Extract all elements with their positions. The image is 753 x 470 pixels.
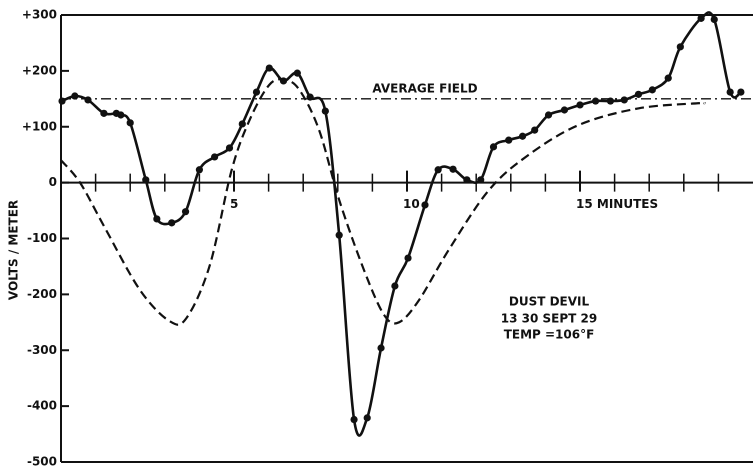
data-point xyxy=(293,69,301,77)
data-point xyxy=(126,119,134,127)
x-tick-label: 15 MINUTES xyxy=(576,197,658,211)
y-tick-label: -400 xyxy=(27,399,57,413)
data-point xyxy=(100,109,108,117)
data-point xyxy=(195,166,203,174)
data-point xyxy=(238,120,246,128)
annotation: TEMP =106°F xyxy=(504,328,595,342)
data-point xyxy=(377,344,385,352)
data-point xyxy=(620,96,628,104)
data-point xyxy=(489,143,498,151)
data-point xyxy=(211,153,219,161)
data-point xyxy=(606,97,615,105)
data-point xyxy=(726,88,734,96)
data-point xyxy=(576,101,584,109)
data-point xyxy=(117,111,125,119)
data-point xyxy=(391,282,399,290)
data-point xyxy=(321,107,329,115)
data-point xyxy=(404,254,412,262)
data-point xyxy=(363,414,371,422)
y-tick-label: 0 xyxy=(49,175,57,189)
y-tick-label: -500 xyxy=(27,455,57,469)
data-point xyxy=(560,106,569,114)
data-point xyxy=(634,90,643,98)
series-line xyxy=(61,11,742,437)
data-point xyxy=(350,415,358,424)
series-line xyxy=(60,78,706,326)
data-point xyxy=(676,43,684,51)
average-field-label: AVERAGE FIELD xyxy=(372,81,477,95)
data-point xyxy=(737,88,745,96)
x-tick-label: 5 xyxy=(230,197,238,211)
data-point xyxy=(421,201,429,209)
data-point xyxy=(648,86,656,94)
data-point xyxy=(306,93,314,101)
annotation: 13 30 SEPT 29 xyxy=(501,312,597,326)
data-point xyxy=(153,215,161,223)
y-tick-label: -200 xyxy=(27,287,57,301)
data-point xyxy=(505,136,513,144)
data-point xyxy=(463,176,471,184)
data-point xyxy=(252,88,261,96)
data-point xyxy=(544,111,553,119)
x-tick-label: 10 xyxy=(403,197,420,211)
y-axis-label: VOLTS / METER xyxy=(7,200,21,300)
data-point xyxy=(531,126,539,134)
data-point xyxy=(477,176,485,184)
data-point xyxy=(58,97,66,105)
data-point xyxy=(84,96,92,104)
data-point xyxy=(71,92,79,100)
data-point xyxy=(181,208,190,216)
y-tick-label: +100 xyxy=(22,119,57,133)
data-point xyxy=(168,219,176,227)
data-point xyxy=(710,15,718,24)
data-point xyxy=(697,14,705,22)
data-point xyxy=(225,144,234,152)
data-point xyxy=(265,64,273,72)
annotation: DUST DEVIL xyxy=(509,295,590,309)
data-point xyxy=(664,74,672,82)
data-point xyxy=(335,231,343,239)
data-point xyxy=(518,132,527,140)
y-tick-label: +300 xyxy=(22,8,57,22)
y-tick-label: -300 xyxy=(27,343,57,357)
y-tick-label: -100 xyxy=(27,231,57,245)
data-point xyxy=(434,166,442,174)
data-point xyxy=(591,97,600,105)
y-tick-label: +200 xyxy=(22,63,57,77)
data-point xyxy=(449,165,457,173)
data-point xyxy=(142,176,150,184)
